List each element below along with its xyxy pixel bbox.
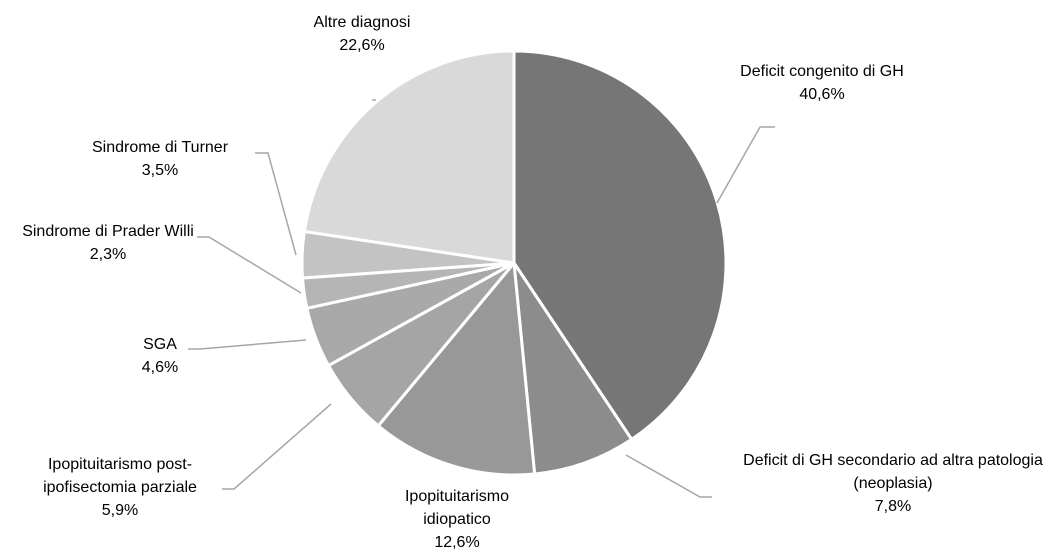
slice-label: Deficit di GH secondario ad altra patolo… [733,449,1045,518]
leader-line [188,339,307,350]
pie-slice [302,49,516,265]
value-label: 5,9% [101,502,139,519]
leader-line [222,403,332,490]
category-name: Altre diagnosi [313,14,411,31]
value-label: 4,6% [141,359,179,376]
category-name: Deficit di GH secondario ad altra patolo… [743,452,1043,492]
value-label: 40,6% [799,86,845,103]
value-label: 22,6% [339,37,385,54]
category-name: SGA [143,336,177,353]
slice-label: Deficit congenito di GH 40,6% [737,60,907,106]
leader-line [625,454,712,498]
slice-label: Sindrome di Prader Willi 2,3% [13,220,203,266]
leader-line [197,236,302,294]
category-name: Ipopituitarismo idiopatico [404,488,510,528]
pie-slice [512,261,634,476]
leader-line [255,152,297,256]
category-name: Sindrome di Prader Willi [22,223,194,240]
slice-label: Sindrome di Turner 3,5% [50,136,270,182]
value-label: 3,5% [141,162,179,179]
slice-label: SGA 4,6% [100,333,220,379]
value-label: 2,3% [89,246,127,263]
leader-line [716,126,775,204]
slice-label: Ipopituitarismo post-ipofisectomia parzi… [13,453,228,522]
category-name: Ipopituitarismo post-ipofisectomia parzi… [43,456,197,496]
slice-label: Altre diagnosi 22,6% [282,11,442,57]
slice-label: Ipopituitarismo idiopatico 12,6% [382,485,532,552]
pie-slice [376,261,537,477]
category-name: Deficit congenito di GH [740,63,904,80]
value-label: 7,8% [874,498,912,515]
category-name: Sindrome di Turner [91,139,229,156]
value-label: 12,6% [434,534,480,551]
